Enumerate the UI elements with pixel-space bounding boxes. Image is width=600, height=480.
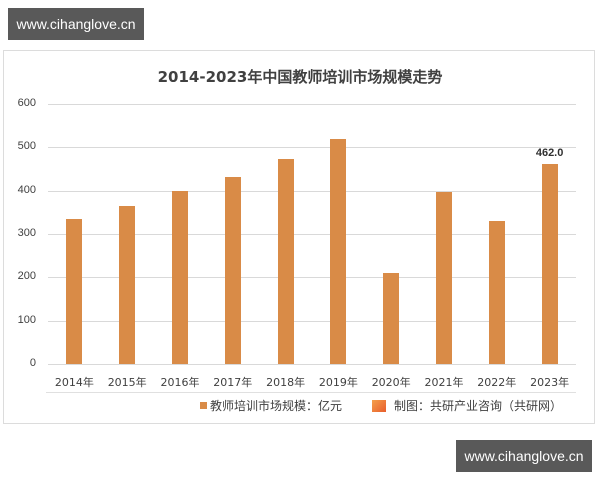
chart-title: 2014-2023年中国教师培训市场规模走势	[157, 68, 443, 86]
source-label: 制图：共研产业咨询（共研网）	[394, 399, 563, 413]
legend-series-label: 教师培训市场规模：亿元	[210, 399, 343, 413]
gridline	[48, 320, 576, 322]
y-tick-label: 300	[17, 227, 36, 239]
y-tick-label: 100	[17, 313, 36, 326]
bar	[541, 163, 558, 364]
gridline	[48, 234, 576, 235]
x-tick-label: 2021年	[424, 376, 464, 389]
bar	[119, 205, 136, 364]
y-tick-label: 500	[17, 140, 36, 153]
gridline	[48, 277, 576, 279]
watermark-bottom: www.cihanglove.cn	[456, 440, 592, 472]
bar	[330, 139, 347, 364]
bar	[488, 221, 505, 364]
y-tick-label: 400	[17, 183, 36, 196]
gridline	[48, 104, 576, 105]
x-tick-label: 2019年	[318, 376, 358, 389]
bar	[172, 191, 188, 364]
x-tick-label: 2015年	[107, 376, 147, 389]
gridline	[48, 364, 576, 365]
x-tick-label: 2016年	[160, 376, 200, 389]
bar	[436, 191, 452, 364]
plot-area	[48, 104, 576, 365]
x-tick-label: 2020年	[371, 376, 411, 389]
y-tick-label: 0	[29, 357, 36, 369]
watermark-top: www.cihanglove.cn	[8, 8, 144, 40]
legend-swatch	[200, 402, 207, 409]
bar	[224, 176, 241, 364]
y-tick-label: 200	[17, 270, 36, 283]
gridline	[48, 147, 576, 149]
x-tick-label: 2022年	[477, 376, 517, 389]
gridline	[48, 190, 576, 192]
data-label: 462.0	[535, 146, 564, 159]
bar	[383, 273, 400, 364]
legend-divider	[46, 392, 576, 393]
bar	[277, 159, 294, 364]
bar	[66, 218, 83, 364]
legend: 教师培训市场规模：亿元 制图：共研产业咨询（共研网）	[200, 397, 562, 414]
y-tick-label: 600	[17, 97, 36, 109]
x-tick-label: 2014年	[54, 376, 94, 389]
source-logo-icon	[372, 399, 387, 412]
x-tick-label: 2023年	[530, 376, 570, 389]
x-tick-label: 2017年	[213, 376, 253, 389]
x-tick-label: 2018年	[266, 376, 306, 389]
